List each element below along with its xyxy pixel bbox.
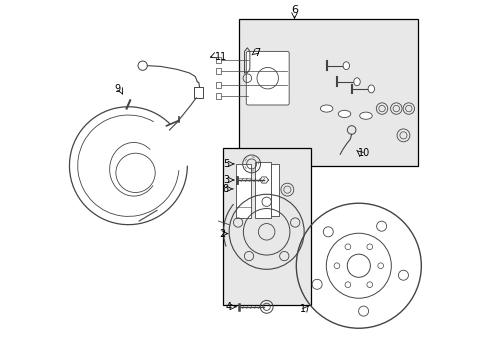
Bar xyxy=(216,93,221,99)
Bar xyxy=(216,82,221,88)
Bar xyxy=(223,148,310,305)
Bar xyxy=(194,87,203,98)
Ellipse shape xyxy=(338,111,350,117)
Text: 10: 10 xyxy=(357,148,369,158)
Text: 7: 7 xyxy=(253,48,260,58)
Bar xyxy=(216,68,221,74)
Text: 11: 11 xyxy=(215,52,227,62)
Bar xyxy=(239,19,417,166)
Ellipse shape xyxy=(367,85,374,93)
Text: 1: 1 xyxy=(300,303,306,314)
FancyBboxPatch shape xyxy=(246,51,288,105)
Text: 6: 6 xyxy=(290,5,297,15)
Text: 9: 9 xyxy=(114,84,121,94)
Bar xyxy=(255,162,271,217)
Bar xyxy=(271,164,279,216)
Bar xyxy=(228,160,305,223)
Text: 4: 4 xyxy=(225,302,231,312)
Text: 8: 8 xyxy=(223,184,228,194)
Text: 5: 5 xyxy=(223,159,228,169)
Ellipse shape xyxy=(343,62,349,69)
Text: 2: 2 xyxy=(219,229,225,239)
Ellipse shape xyxy=(320,105,332,112)
Ellipse shape xyxy=(359,112,371,119)
Bar xyxy=(216,58,221,63)
Ellipse shape xyxy=(353,78,360,86)
Text: 3: 3 xyxy=(223,175,228,185)
Bar xyxy=(235,164,250,217)
